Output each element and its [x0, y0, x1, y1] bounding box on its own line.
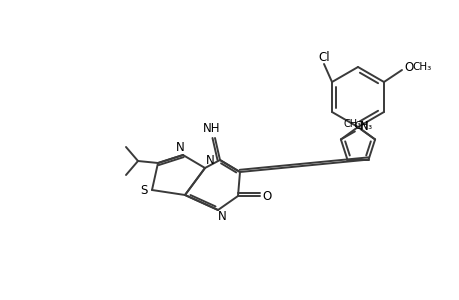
- Text: CH₃: CH₃: [411, 62, 431, 72]
- Text: O: O: [403, 61, 413, 74]
- Text: N: N: [205, 154, 214, 166]
- Text: N: N: [175, 140, 184, 154]
- Text: CH₃: CH₃: [354, 122, 372, 131]
- Text: N: N: [359, 119, 368, 133]
- Text: Cl: Cl: [318, 50, 329, 64]
- Text: S: S: [140, 184, 147, 197]
- Text: CH₃: CH₃: [342, 119, 360, 129]
- Text: O: O: [262, 190, 271, 202]
- Text: NH: NH: [203, 122, 220, 134]
- Text: N: N: [217, 211, 226, 224]
